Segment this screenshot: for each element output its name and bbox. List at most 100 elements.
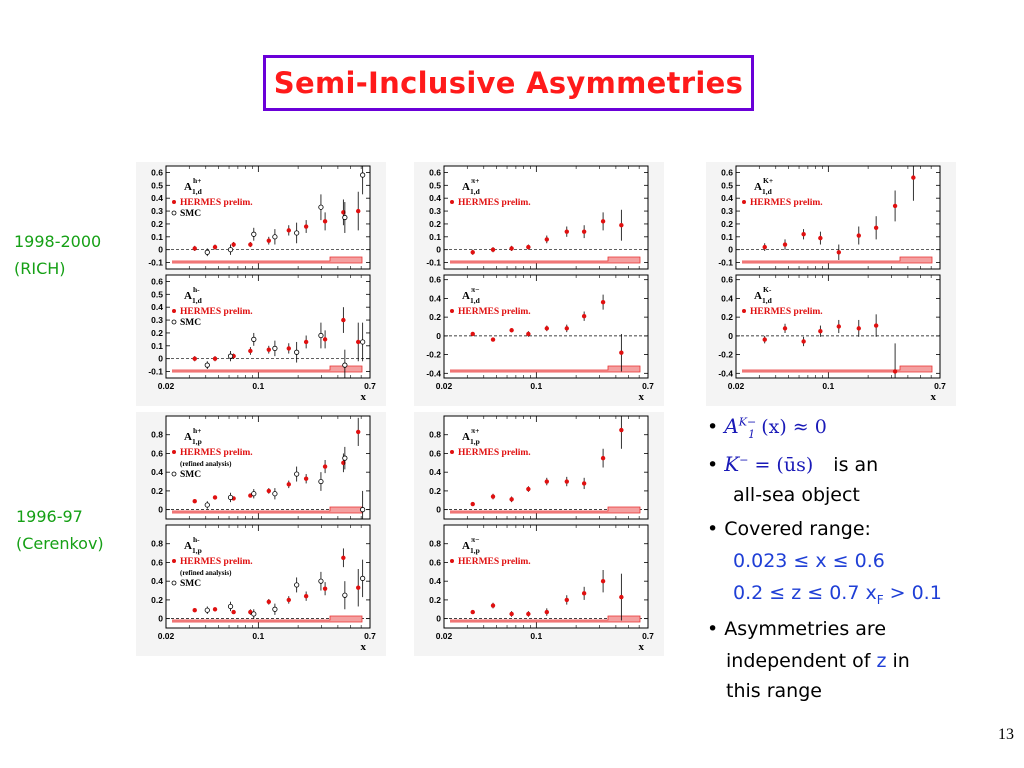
text-independent-line: independent of z in [726, 650, 910, 672]
y-tick-label: -0.2 [426, 350, 441, 360]
x-tick-label: 0.1 [252, 631, 264, 641]
math-rest: (x) ≈ 0 [761, 416, 827, 438]
math-sub1: 1 [748, 427, 756, 441]
legend-smc: SMC [180, 209, 201, 219]
data-point-smc [342, 455, 348, 461]
data-point-hermes [490, 337, 496, 342]
bullet-kaon-content: • K− = (ūs) is an [707, 452, 879, 476]
x-tick-label: 0.1 [530, 631, 542, 641]
data-point-smc [272, 491, 278, 497]
data-point-hermes [509, 246, 514, 251]
x-tick-label: 0.02 [436, 381, 453, 391]
legend-hermes: HERMES prelim. [458, 557, 531, 567]
data-point-hermes [341, 460, 346, 466]
data-point-smc [342, 362, 348, 368]
syst-band [172, 615, 363, 623]
data-point-hermes [192, 356, 197, 361]
y-tick-label: 0.6 [151, 167, 163, 177]
y-tick-label: 0.4 [429, 293, 441, 303]
text-in: in [886, 650, 910, 672]
y-tick-label: 0 [436, 505, 441, 515]
data-point-hermes [526, 331, 531, 337]
y-tick-label: 0.4 [151, 467, 163, 477]
syst-band [172, 256, 363, 264]
svg-d-pion: -0.1 0 0.1 0.2 0.3 0.4 0.5 0.6 Aπ+ 1,d HERMES prel… [426, 165, 654, 403]
math-kminus: K [724, 452, 740, 476]
data-point-hermes [192, 608, 197, 613]
data-point-smc [204, 502, 210, 508]
y-tick-label: 0.6 [151, 448, 163, 458]
y-tick-label: 0.2 [151, 328, 163, 338]
y-tick-label: 0.1 [151, 341, 163, 351]
text-z: z [876, 650, 887, 672]
y-tick-label: 0.6 [429, 275, 441, 285]
y-tick-label: 0 [728, 331, 733, 341]
data-point-hermes [356, 429, 361, 435]
y-tick-label: 0.2 [429, 595, 441, 605]
y-tick-label: 0.1 [429, 232, 441, 242]
y-tick-label: 0.8 [151, 539, 163, 549]
panel-label: A [184, 540, 192, 552]
y-tick-label: 0.4 [429, 193, 441, 203]
data-point-hermes [762, 337, 767, 342]
data-point-smc [251, 336, 257, 342]
y-tick-label: 0.3 [151, 206, 163, 216]
data-point-hermes [470, 250, 475, 255]
x-tick-label: 0.1 [252, 381, 264, 391]
math-kminus-sup: − [739, 453, 749, 467]
data-point-smc [294, 471, 300, 477]
data-point-hermes [619, 594, 624, 600]
data-point-hermes [322, 464, 328, 469]
data-point-hermes [782, 326, 788, 331]
y-tick-label: 0.4 [151, 193, 163, 203]
y-tick-label: 0.3 [151, 315, 163, 325]
data-point-smc [272, 606, 278, 612]
data-point-hermes [836, 250, 842, 255]
legend-smc: SMC [180, 579, 201, 589]
panel-label-sub: 1,p [470, 546, 480, 555]
data-point-hermes [212, 495, 218, 500]
data-point-smc [318, 204, 324, 210]
legend-hermes: HERMES prelim. [180, 448, 253, 458]
y-tick-label: 0.4 [721, 193, 733, 203]
data-point-hermes [856, 326, 861, 331]
y-tick-label: 0.2 [721, 312, 733, 322]
data-point-hermes [544, 326, 550, 331]
legend-marker-smc [171, 471, 177, 477]
data-point-hermes [526, 486, 531, 492]
legend-hermes: HERMES prelim. [750, 307, 823, 317]
y-tick-label: 0.8 [429, 430, 441, 440]
text-independent: independent of [726, 650, 877, 672]
data-point-smc [294, 582, 300, 588]
data-point-hermes [892, 203, 898, 209]
y-tick-label: 0.2 [721, 219, 733, 229]
data-point-hermes [856, 233, 861, 238]
y-tick-label: 0 [158, 614, 163, 624]
y-tick-label: 0 [728, 245, 733, 255]
math-a: A [724, 414, 739, 438]
data-point-hermes [212, 607, 218, 612]
range-x: 0.023 ≤ x ≤ 0.6 [733, 550, 885, 572]
data-point-hermes [619, 350, 624, 355]
data-point-smc [342, 214, 348, 221]
y-tick-label: 0.6 [151, 276, 163, 286]
y-tick-label: 0.6 [429, 167, 441, 177]
panel-label: A [184, 431, 192, 443]
panel-label-sub: 1,d [470, 296, 481, 305]
y-tick-label: 0.5 [151, 180, 163, 190]
data-point-hermes [356, 208, 361, 214]
math-k: K [738, 415, 747, 429]
panel-label-sup: h- [193, 535, 200, 544]
data-point-hermes [509, 497, 514, 502]
y-tick-label: 0.4 [429, 576, 441, 586]
y-tick-label: -0.1 [718, 258, 733, 268]
data-point-hermes [581, 481, 587, 486]
data-point-smc [227, 494, 234, 501]
data-point-hermes [470, 501, 475, 507]
panel-label: A [184, 290, 192, 302]
data-point-hermes [470, 331, 475, 337]
data-point-hermes [911, 175, 916, 180]
plot-block-d-kaon: -0.1 0 0.1 0.2 0.3 0.4 0.5 0.6 A K+ 1,d HERMES prel… [706, 162, 956, 406]
data-point-hermes [564, 229, 569, 234]
data-point-hermes [836, 324, 842, 329]
